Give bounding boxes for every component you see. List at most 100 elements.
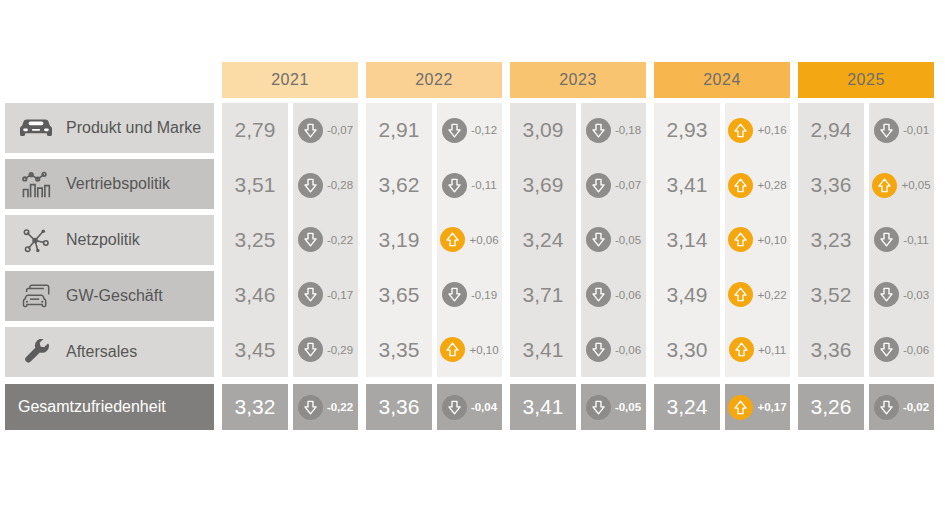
score-cell: 3,36 <box>798 158 864 213</box>
score-cell: 3,23 <box>798 213 864 268</box>
score-cell: 3,45 <box>222 322 288 377</box>
delta-cell: +0,10 <box>437 322 502 377</box>
score-cell: 3,24 <box>510 213 576 268</box>
year-header-2022: 2022 <box>366 62 502 98</box>
score-cell: 3,52 <box>798 267 864 322</box>
delta-cell: -0,06 <box>581 267 646 322</box>
delta-value: -0,07 <box>327 124 353 136</box>
trend-down-icon <box>586 173 611 198</box>
year-group-2025: 2,943,363,233,523,36-0,01+0,05-0,11-0,03… <box>798 103 934 377</box>
total-score-cell: 3,24 <box>654 384 720 430</box>
value-strip: 2,933,413,143,493,30 <box>654 103 720 377</box>
delta-cell: -0,11 <box>437 158 502 213</box>
delta-value: +0,28 <box>757 179 786 191</box>
delta-value: +0,10 <box>757 234 786 246</box>
delta-value: +0,10 <box>469 344 498 356</box>
row-label: Produkt und Marke <box>5 103 214 153</box>
row-label: Vertriebspolitik <box>5 159 214 209</box>
total-score-cell: 3,32 <box>222 384 288 430</box>
delta-value: -0,06 <box>903 344 929 356</box>
delta-cell: -0,01 <box>869 103 934 158</box>
trend-down-icon <box>298 395 323 420</box>
year-header-row: 20212022202320242025 <box>222 62 934 98</box>
delta-value: -0,04 <box>471 401 497 413</box>
category-label-column: Produkt und Marke Vertriebspolitik Netzpol… <box>5 103 214 377</box>
delta-value: -0,29 <box>327 344 353 356</box>
score-cell: 3,46 <box>222 267 288 322</box>
trend-down-icon <box>442 118 467 143</box>
score-cell: 2,93 <box>654 103 720 158</box>
delta-value: +0,16 <box>757 124 786 136</box>
row-label-text: Vertriebspolitik <box>66 175 170 193</box>
score-cell: 3,19 <box>366 213 432 268</box>
year-group-2021: 2,793,513,253,463,45-0,07-0,28-0,22-0,17… <box>222 103 358 377</box>
trend-down-icon <box>586 395 611 420</box>
delta-value: -0,19 <box>471 289 497 301</box>
total-row-label: Gesamtzufriedenheit <box>5 384 214 430</box>
delta-cell: +0,05 <box>869 158 934 213</box>
delta-cell: -0,19 <box>437 267 502 322</box>
trend-down-icon <box>586 337 611 362</box>
delta-cell: +0,11 <box>725 322 790 377</box>
delta-value: -0,06 <box>615 344 641 356</box>
delta-value: +0,22 <box>757 289 786 301</box>
total-delta-cell: -0,02 <box>869 384 934 430</box>
year-group-2022: 2,913,623,193,653,35-0,12-0,11+0,06-0,19… <box>366 103 502 377</box>
delta-cell: -0,28 <box>293 158 358 213</box>
total-delta-cell: -0,22 <box>293 384 358 430</box>
trend-down-icon <box>298 227 323 252</box>
value-strip: 2,913,623,193,653,35 <box>366 103 432 377</box>
delta-value: -0,17 <box>327 289 353 301</box>
trend-down-icon <box>874 227 899 252</box>
score-cell: 3,25 <box>222 213 288 268</box>
delta-value: +0,05 <box>901 179 930 191</box>
delta-value: -0,05 <box>615 401 641 413</box>
trend-down-icon <box>586 282 611 307</box>
delta-value: -0,07 <box>615 179 641 191</box>
year-header-2021: 2021 <box>222 62 358 98</box>
total-score-cell: 3,26 <box>798 384 864 430</box>
trend-up-icon <box>728 282 753 307</box>
delta-value: -0,18 <box>615 124 641 136</box>
total-delta-cell: -0,05 <box>581 384 646 430</box>
total-score-cell: 3,36 <box>366 384 432 430</box>
score-cell: 2,91 <box>366 103 432 158</box>
delta-value: +0,11 <box>758 344 786 356</box>
score-cell: 3,62 <box>366 158 432 213</box>
delta-cell: -0,03 <box>869 267 934 322</box>
delta-value: -0,02 <box>903 401 929 413</box>
delta-cell: -0,07 <box>293 103 358 158</box>
delta-value: -0,12 <box>471 124 497 136</box>
satisfaction-scorecard: 20212022202320242025 Produkt und Marke Ve… <box>0 0 945 532</box>
delta-value: -0,22 <box>327 234 353 246</box>
year-header-2025: 2025 <box>798 62 934 98</box>
trend-down-icon <box>298 337 323 362</box>
year-group-2023: 3,093,693,243,713,41-0,18-0,07-0,05-0,06… <box>510 103 646 377</box>
delta-cell: +0,16 <box>725 103 790 158</box>
delta-cell: -0,12 <box>437 103 502 158</box>
delta-cell: +0,10 <box>725 213 790 268</box>
trend-up-icon <box>872 173 897 198</box>
wrench-icon <box>18 339 54 366</box>
total-group-2024: 3,24+0,17 <box>654 384 790 430</box>
year-header-2024: 2024 <box>654 62 790 98</box>
total-delta-cell: +0,17 <box>725 384 790 430</box>
trend-down-icon <box>298 173 323 198</box>
row-label: Netzpolitik <box>5 215 214 265</box>
delta-value: -0,28 <box>327 179 353 191</box>
trend-up-icon <box>440 337 465 362</box>
score-cell: 3,49 <box>654 267 720 322</box>
total-group-2022: 3,36 -0,04 <box>366 384 502 430</box>
score-cell: 3,09 <box>510 103 576 158</box>
trend-down-icon <box>874 395 899 420</box>
delta-cell: -0,06 <box>869 322 934 377</box>
trend-down-icon <box>298 118 323 143</box>
delta-cell: -0,05 <box>581 213 646 268</box>
delta-strip: +0,16 +0,28 +0,10 +0,22 +0,11 <box>725 103 790 377</box>
used-cars-icon <box>18 283 54 310</box>
total-score-cell: 3,41 <box>510 384 576 430</box>
trend-up-icon <box>728 227 753 252</box>
total-group-2025: 3,26 -0,02 <box>798 384 934 430</box>
delta-value: -0,03 <box>903 289 929 301</box>
delta-cell: -0,06 <box>581 322 646 377</box>
